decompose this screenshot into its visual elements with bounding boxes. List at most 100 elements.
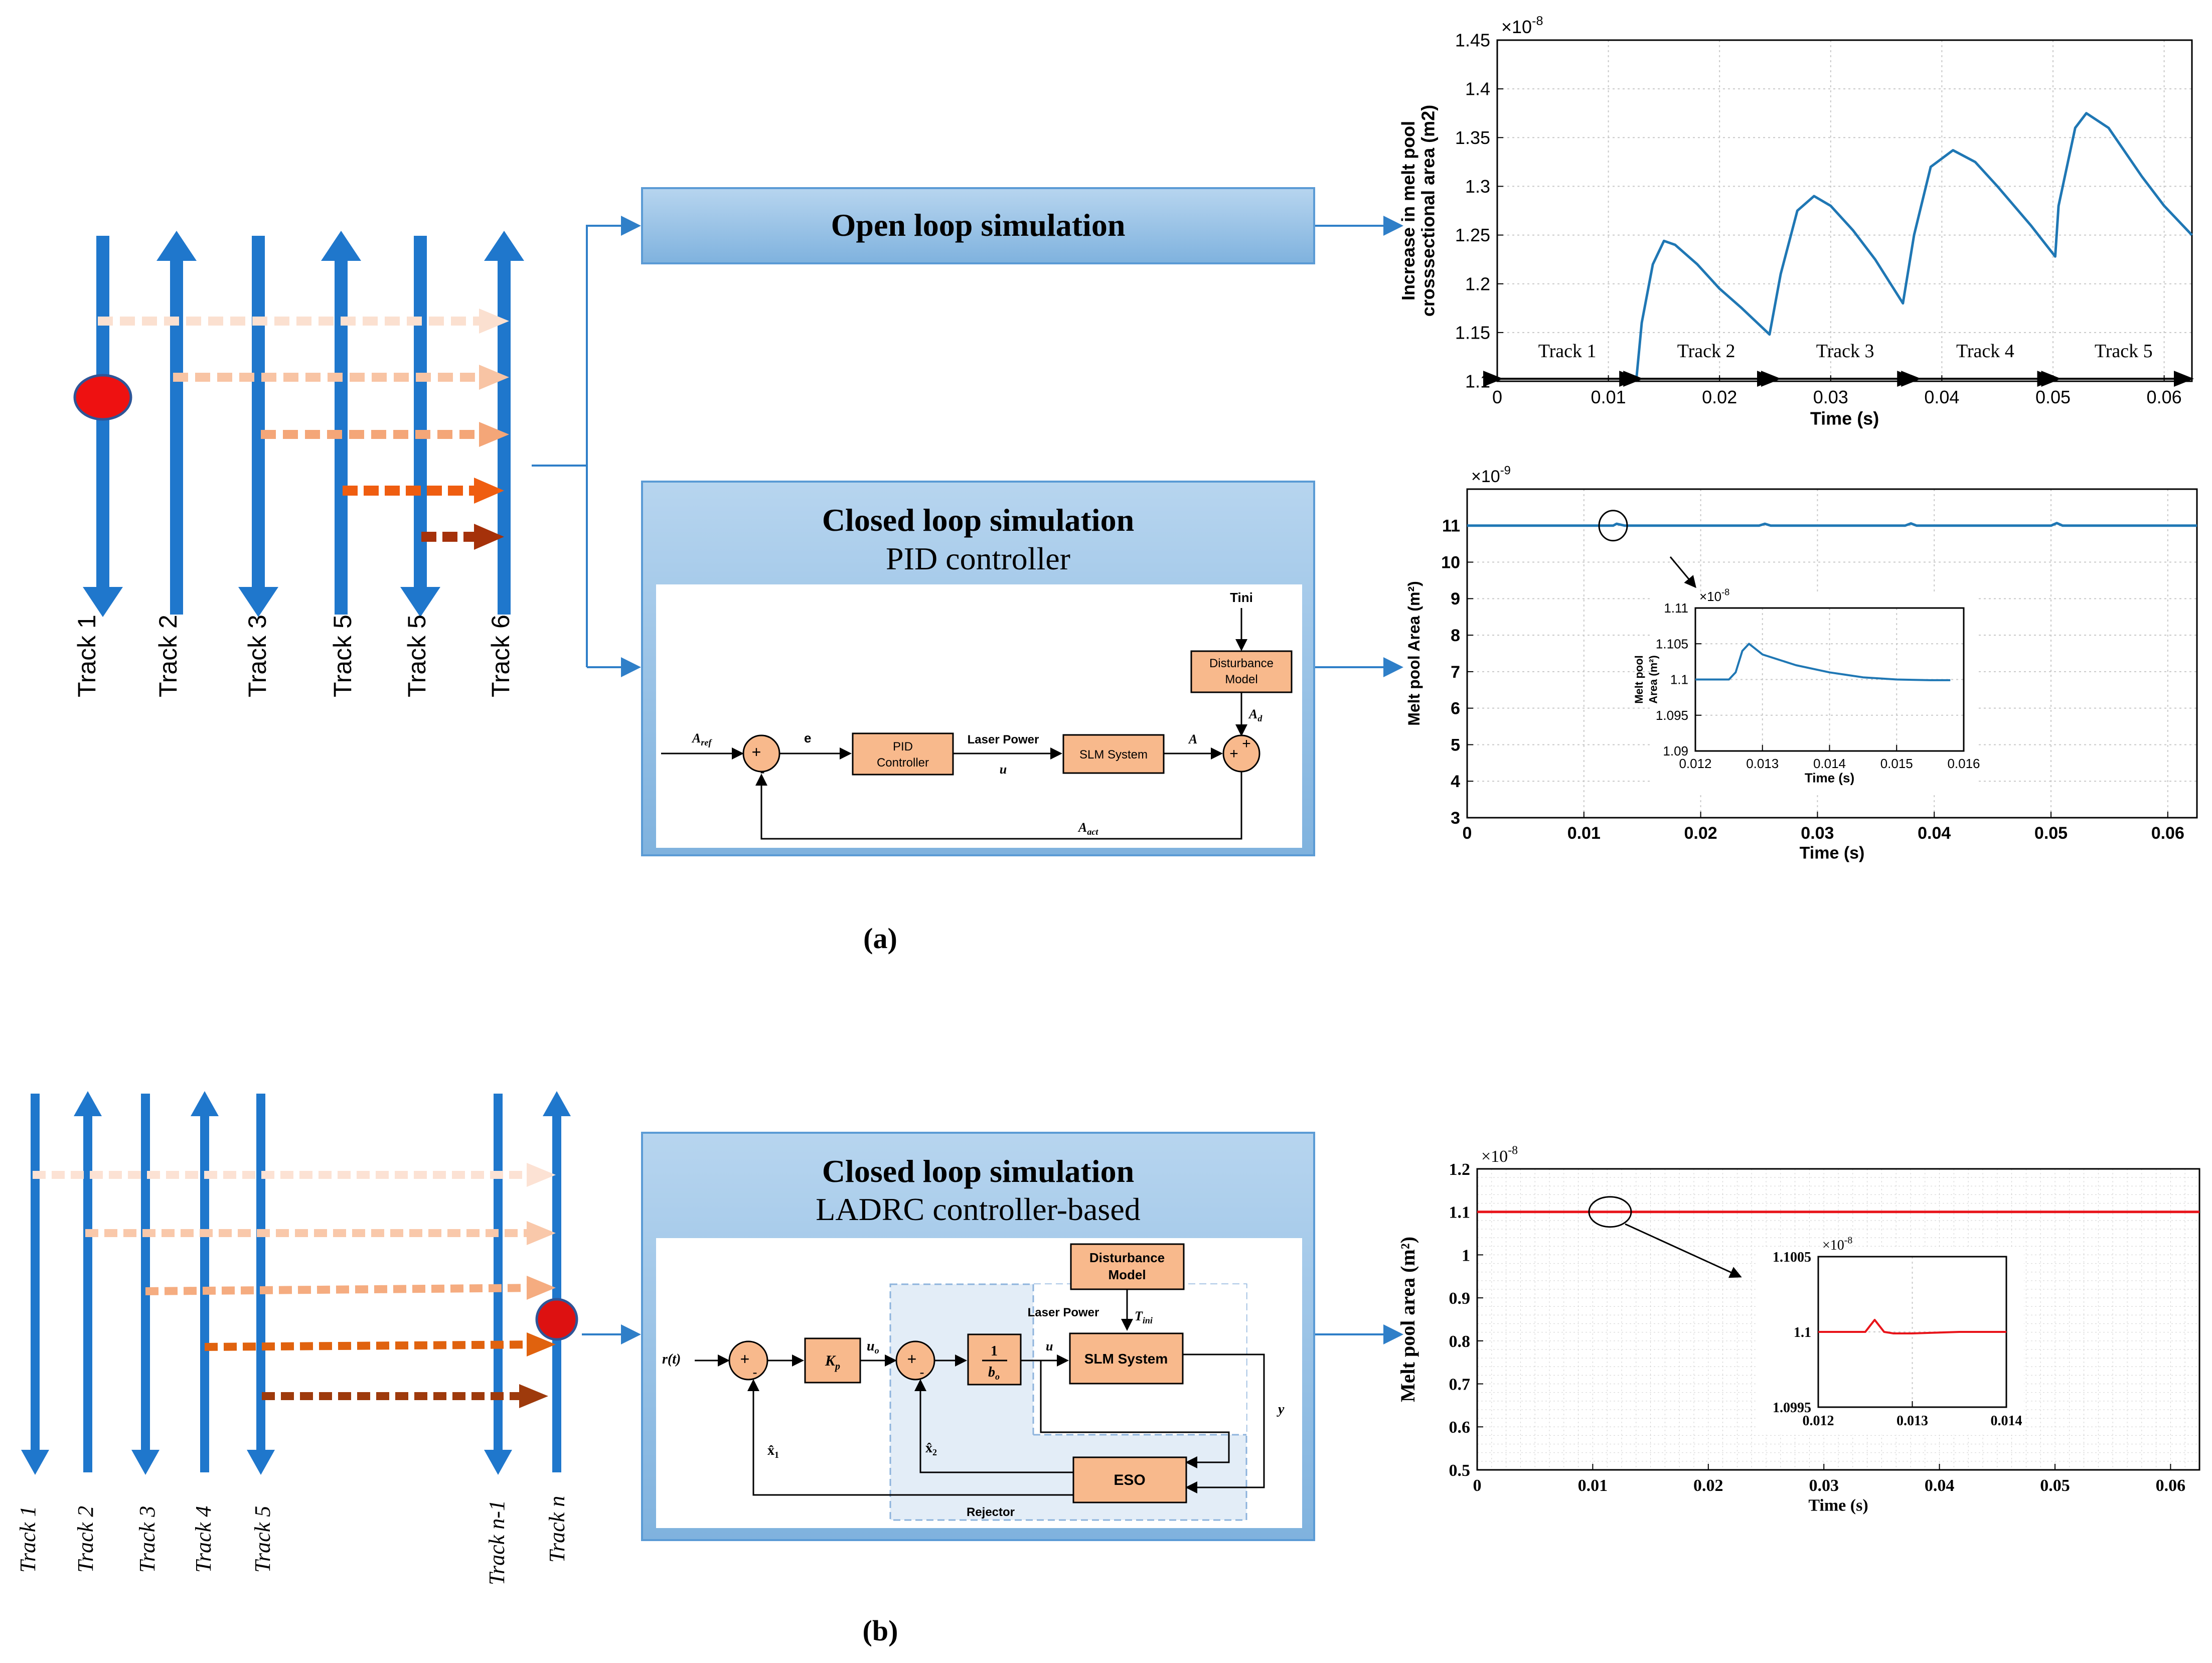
scan-arrow-b1	[33, 1163, 556, 1187]
scan-arrow-b2	[85, 1221, 556, 1245]
closed-loop-ladrc-box: Closed loop simulation LADRC controller-…	[641, 1132, 1315, 1541]
scan-arrow-a3	[261, 422, 509, 447]
disturbance-line-1-a: Disturbance	[1209, 657, 1274, 670]
c1-exponent: ×10-8	[1501, 14, 1543, 37]
c2-inset: 0.012 0.013 0.014 0.015 0.016 1.09 1.095 1.1 1.1…	[1633, 587, 1980, 795]
rt-label: r(t)	[662, 1351, 681, 1367]
c3-inset-exponent: ×10-8	[1822, 1235, 1852, 1253]
c1-ytick-label: 1.45	[1455, 30, 1490, 51]
c2-inset-ytick-label: 1.105	[1656, 636, 1688, 651]
c2-exponent: ×10-9	[1471, 464, 1511, 486]
inverse-bo-block: 1 bo	[967, 1333, 1022, 1386]
c2-inset-bg	[1650, 594, 1976, 795]
scan-arrow-b3	[145, 1276, 556, 1300]
c2-ytick-label: 6	[1451, 699, 1460, 718]
track-b1	[21, 1094, 49, 1475]
track-label-a6: Track 6	[487, 615, 515, 697]
c2-xtick-label: 0.02	[1684, 824, 1717, 843]
caption-b: (b)	[863, 1614, 898, 1647]
c2-inset-xtick-label: 0.012	[1679, 756, 1711, 771]
sum-a1-minus: -	[760, 764, 764, 780]
frac-den: bo	[988, 1365, 1000, 1382]
disturbance-model-block-b: Disturbance Model	[1070, 1243, 1185, 1290]
track-label-b5: Track 5	[250, 1506, 275, 1573]
pid-line-1: PID	[893, 740, 913, 753]
c1-grid	[1497, 40, 2192, 382]
ad-label: Ad	[1248, 707, 1262, 723]
aref-label: Aref	[691, 731, 712, 747]
track-label-b6: Track n-1	[485, 1500, 509, 1585]
c3-zoom-arrow	[1625, 1223, 1742, 1278]
closed-loop-pid-box: Closed loop simulation PID controller Ti…	[641, 481, 1315, 856]
track-label-b2: Track 2	[73, 1506, 98, 1573]
c1-xlabel: Time (s)	[1810, 408, 1879, 428]
panel-a-connectors	[532, 216, 1403, 677]
c1-xtick-label: 0.03	[1813, 387, 1848, 407]
c3-inset-ytick-label: 1.1005	[1773, 1250, 1811, 1265]
panel-b: Track 1 Track 2 Track 3 Track 4 Track 5 …	[16, 1091, 1403, 1647]
c3-ytick-label: 1.1	[1449, 1203, 1471, 1222]
c3-xtick-label: 0.04	[1925, 1476, 1955, 1495]
c3-inset-ytick-label: 1.1	[1794, 1325, 1811, 1340]
scan-arrow-a4	[343, 478, 504, 504]
c1-xtick-label: 0.05	[2035, 387, 2071, 407]
c2-ytick-label: 10	[1441, 553, 1460, 572]
laser-power-label-b: Laser Power	[1028, 1306, 1099, 1319]
track-label-b3: Track 3	[135, 1506, 160, 1573]
closed-loop-subtitle-b: LADRC controller-based	[816, 1191, 1140, 1227]
scan-arrow-a5	[421, 524, 504, 550]
c2-xtick-label: 0.03	[1801, 824, 1834, 843]
c3-xtick-label: 0	[1473, 1476, 1482, 1495]
track-a4	[321, 231, 361, 615]
panel-a-tracks: Track 1 Track 2 Track 3 Track 5 Track 5 …	[73, 231, 524, 697]
heat-spot-marker-b	[535, 1298, 578, 1341]
c2-inset-line	[1695, 643, 1951, 681]
sum-a2-plus-1: +	[1229, 745, 1238, 762]
c1-series-line	[1635, 112, 2193, 382]
track-label-a5: Track 5	[403, 615, 431, 697]
c3-xtick-label: 0.06	[2156, 1476, 2186, 1495]
c1-track-label: Track 3	[1816, 341, 1874, 362]
scan-arrow-a2	[173, 365, 509, 390]
c3-inset-xtick-label: 0.013	[1897, 1413, 1928, 1429]
u-label-b: u	[1046, 1339, 1053, 1353]
pid-controller-block: PID Controller	[852, 732, 954, 776]
track-a2	[156, 231, 197, 615]
sum-b1-plus: +	[740, 1350, 750, 1368]
c2-axes-box	[1466, 488, 2198, 819]
track-label-b4: Track 4	[191, 1506, 216, 1573]
pid-line-2: Controller	[877, 756, 929, 770]
sum-a1-plus: +	[752, 743, 761, 761]
c3-inset-bg	[1758, 1249, 2024, 1435]
c3-xtick-label: 0.01	[1578, 1476, 1608, 1495]
c3-xtick-label: 0.02	[1693, 1476, 1723, 1495]
c2-ytick-label: 5	[1451, 735, 1460, 754]
c2-ytick-label: 7	[1451, 663, 1460, 682]
track-b3	[131, 1094, 160, 1475]
sum-b2-minus: -	[919, 1365, 924, 1380]
c2-inset-ylabel: Area (m²)	[1647, 655, 1660, 704]
sum-b2-plus: +	[907, 1350, 917, 1368]
c2-ytick-label: 11	[1442, 517, 1460, 536]
track-a3	[238, 236, 278, 617]
c2-inset-xtick-label: 0.016	[1947, 756, 1980, 771]
disturbance-model-block-a: Disturbance Model	[1190, 650, 1293, 693]
c3-ytick-label: 0.5	[1449, 1461, 1471, 1480]
pid-block-diagram: Tini Disturbance Model Ad Aref + - e	[661, 590, 1293, 840]
c2-zoom-arrow	[1669, 556, 1696, 588]
c1-xtick-label: 0.06	[2147, 387, 2182, 407]
ladrc-block-diagram: Rejector Disturbance Model Laser Power T…	[662, 1243, 1285, 1521]
c2-ytick-label: 3	[1451, 809, 1460, 828]
track-label-a3: Track 3	[243, 615, 271, 697]
x1-label: x̂1	[767, 1443, 779, 1460]
c1-ytick-label: 1.4	[1465, 79, 1490, 99]
c3-ytick-label: 1	[1462, 1246, 1470, 1265]
tini-label-b: Tini	[1135, 1309, 1153, 1325]
c2-ytick-label: 8	[1451, 626, 1460, 645]
c3-zoom-circle	[1588, 1196, 1632, 1228]
c3-xtick-label: 0.05	[2040, 1476, 2070, 1495]
c2-inset-exponent: ×10-8	[1699, 587, 1729, 604]
c2-xtick-label: 0	[1463, 824, 1472, 843]
c1-track-label: Track 2	[1677, 341, 1735, 362]
